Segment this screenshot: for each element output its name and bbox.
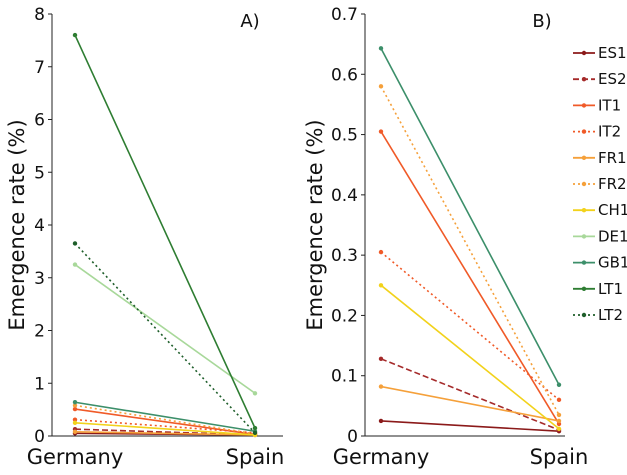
data-point-fr1 [378,384,384,389]
legend-label-es1: ES1 [598,44,627,62]
y-tick-label: 4 [34,216,45,236]
data-point-fr1 [72,429,78,434]
y-tick-label: 0 [34,427,45,447]
legend-marker-fr2 [581,181,587,187]
legend-marker-lt2 [581,312,587,318]
data-point-de1 [72,262,78,267]
y-tick-label: 0.1 [331,367,358,387]
series-line-it2 [380,251,560,401]
y-axis-label: Emergence rate (%) [303,119,327,330]
series-line-es2 [74,428,256,436]
data-point-fr2 [378,84,384,89]
data-point-lt1 [252,425,258,431]
y-tick-label: 2 [34,322,45,342]
y-tick-label: 1 [34,374,45,394]
series-line-fr1 [74,430,256,436]
series-line-ch1 [380,284,560,430]
data-point-lt1 [72,32,78,38]
legend-marker-es2 [581,77,587,82]
data-point-it1 [72,406,78,412]
data-point-lt2 [252,430,258,436]
data-point-fr2 [556,412,562,418]
y-tick-label: 6 [34,111,45,131]
y-tick-label: 5 [34,163,45,183]
y-tick-label: 3 [34,269,45,289]
series-line-lt2 [74,242,256,434]
legend-label-lt2: LT2 [598,306,623,324]
data-point-it2 [72,417,78,422]
y-tick-label: 0.7 [331,5,358,25]
y-tick-label: 8 [34,5,45,25]
y-tick-label: 0.4 [331,186,358,206]
data-point-ch1 [556,426,562,431]
data-point-it1 [556,421,562,427]
series-line-it1 [380,131,560,425]
data-point-es1 [378,418,384,424]
y-axis-label: Emergence rate (%) [5,119,29,330]
y-tick-label: 0.6 [331,65,358,85]
legend-label-it1: IT1 [598,96,621,114]
legend-marker-fr1 [581,155,587,160]
y-tick-label: 0.2 [331,306,358,326]
x-tick-label: Spain [530,445,589,469]
x-tick-label: Germany [27,445,124,469]
legend-marker-lt1 [581,286,587,291]
legend-label-gb1: GB1 [598,254,627,272]
legend-label-it2: IT2 [598,123,621,141]
series-line-it2 [74,418,256,434]
data-point-it2 [556,397,562,403]
y-tick-label: 0.5 [331,126,358,146]
data-point-gb1 [378,46,384,51]
series-line-es2 [380,358,560,431]
data-point-ch1 [72,420,78,426]
legend-marker-it1 [581,103,587,108]
legend-marker-de1 [581,234,587,239]
legend-label-fr1: FR1 [598,149,627,167]
legend: ES1 ES2 IT1 IT2 FR1 FR2 CH1 DE1 GB1 LT1 LT2 [573,44,627,324]
data-point-gb1 [72,400,78,405]
series-line-ch1 [74,422,256,436]
y-tick-label: 0.3 [331,246,358,266]
data-point-it2 [378,249,384,255]
y-tick-label: 0 [347,427,358,447]
series-line-fr2 [74,404,256,435]
data-point-fr2 [72,403,78,408]
panel-b: 0 0.1 0.2 0.3 0.4 0.5 0.6 0.7 Germany Spain Emerge… [303,5,588,469]
series-line-gb1 [380,47,560,386]
legend-marker-ch1 [581,208,587,213]
data-point-es2 [378,356,384,362]
legend-label-ch1: CH1 [598,201,627,219]
x-tick-label: Spain [226,445,285,469]
legend-marker-es1 [581,50,587,56]
y-tick-label: 7 [34,58,45,78]
series-line-de1 [74,263,256,394]
panel-label: A) [240,11,259,32]
series-line-lt1 [74,34,256,429]
legend-marker-it2 [581,129,587,134]
data-point-de1 [252,391,258,396]
legend-label-lt1: LT1 [598,280,623,298]
legend-label-de1: DE1 [598,227,627,245]
series-line-gb1 [74,401,256,433]
x-tick-label: Germany [333,445,430,469]
data-point-fr1 [556,418,562,424]
legend-label-es2: ES2 [598,70,627,88]
series-line-fr2 [380,85,560,416]
data-point-it1 [378,129,384,134]
legend-label-fr2: FR2 [598,175,627,193]
data-point-gb1 [556,382,562,387]
data-point-ch1 [378,283,384,288]
series-line-es1 [380,420,560,432]
panel-label: B) [532,11,551,32]
series-line-fr1 [380,385,560,422]
panel-a: 0 1 2 3 4 5 6 7 8 Germany Spain Emergence rate (%) A… [5,5,284,469]
legend-marker-gb1 [581,260,587,265]
data-point-lt2 [72,241,78,246]
